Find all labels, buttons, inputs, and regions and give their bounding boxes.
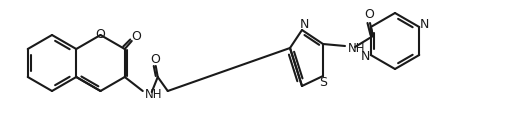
Text: O: O bbox=[131, 30, 140, 43]
Text: N: N bbox=[420, 19, 429, 32]
Text: N: N bbox=[300, 18, 309, 30]
Text: N: N bbox=[361, 51, 370, 64]
Text: NH: NH bbox=[145, 87, 162, 101]
Text: O: O bbox=[96, 27, 105, 40]
Text: NH: NH bbox=[348, 41, 365, 55]
Text: O: O bbox=[150, 53, 160, 66]
Text: O: O bbox=[364, 8, 374, 22]
Text: S: S bbox=[319, 76, 327, 89]
